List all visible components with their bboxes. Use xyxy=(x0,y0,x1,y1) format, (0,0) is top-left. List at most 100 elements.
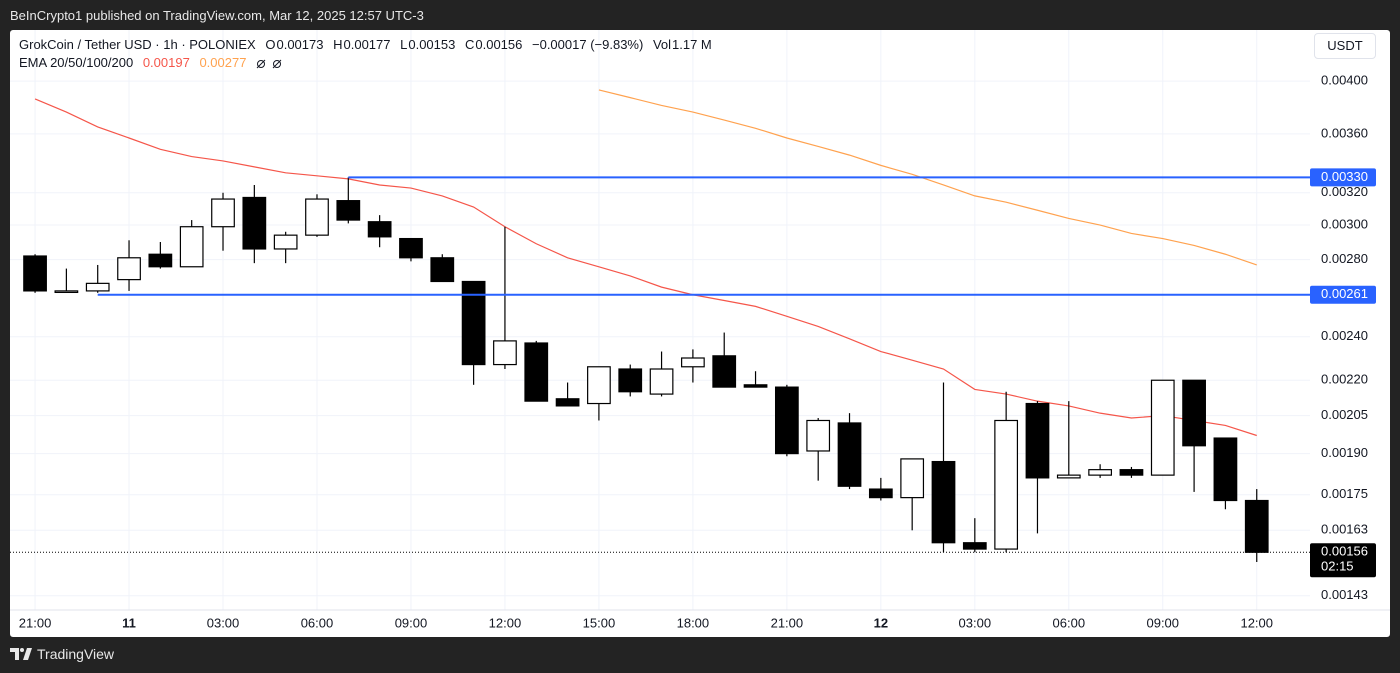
y-tick-label: 0.00400 xyxy=(1321,73,1368,88)
candle-body xyxy=(461,280,486,366)
x-tick-label: 21:00 xyxy=(771,615,804,630)
candle-body xyxy=(493,340,517,366)
y-tick-label: 0.00280 xyxy=(1321,251,1368,266)
y-tick-label: 0.00220 xyxy=(1321,372,1368,387)
candle-body xyxy=(399,237,423,259)
volume-key: Vol xyxy=(652,37,672,52)
candle-body xyxy=(900,458,925,499)
candle-body xyxy=(430,257,455,283)
candle-body xyxy=(273,234,298,250)
axes: 0.00400 0.00360 0.00320 0.00300 0.00280 0.002… xyxy=(19,73,1376,630)
ohlc-key: H xyxy=(333,37,343,52)
candle-body xyxy=(712,355,737,388)
y-tick-label: 0.00175 xyxy=(1321,486,1368,501)
symbol: GrokCoin / Tether USD · 1h · POLONIEX xyxy=(19,37,256,52)
candle-body xyxy=(555,398,580,407)
ema-value: 0.00197 xyxy=(142,55,190,70)
ema-line xyxy=(598,89,1257,266)
candle-body xyxy=(117,257,141,281)
candle-body xyxy=(305,198,329,236)
logo xyxy=(10,648,32,660)
candle-body xyxy=(868,488,893,499)
candle-body xyxy=(1056,474,1081,479)
x-tick-label: 11 xyxy=(122,615,136,630)
candle-body xyxy=(179,226,204,268)
x-tick-label: 18:00 xyxy=(677,615,710,630)
ema-line xyxy=(34,98,1257,437)
candle-body xyxy=(1119,469,1144,476)
candle-body xyxy=(1025,402,1050,479)
y-tick-label: 0.00190 xyxy=(1321,445,1368,460)
y-tick-label: 0.00360 xyxy=(1321,125,1368,140)
candle-body xyxy=(618,368,643,393)
ohlc-key: L xyxy=(400,37,408,52)
chart-panel xyxy=(10,30,1390,637)
candle-body xyxy=(1088,469,1112,476)
ohlc-value: 0.00173 xyxy=(276,37,324,52)
x-tick-label: 12:00 xyxy=(1240,615,1273,630)
candle-body xyxy=(806,419,831,452)
x-tick-label: 21:00 xyxy=(19,615,52,630)
candle-body xyxy=(931,460,956,544)
candle-body xyxy=(336,200,361,221)
plot-area xyxy=(10,89,1310,562)
x-tick-label: 09:00 xyxy=(1146,615,1179,630)
ema-value: 0.00277 xyxy=(199,55,247,70)
currency-button[interactable]: USDT xyxy=(1314,33,1376,59)
candle-body xyxy=(524,342,549,402)
candle-body xyxy=(1182,379,1206,447)
candle-body xyxy=(367,221,392,238)
x-tick-label: 06:00 xyxy=(1053,615,1086,630)
x-tick-label: 15:00 xyxy=(583,615,616,630)
x-tick-label: 09:00 xyxy=(395,615,428,630)
candle-body xyxy=(1244,499,1269,553)
symbol-row: GrokCoin / Tether USD · 1h · POLONIEX O0… xyxy=(19,36,712,54)
last-price-label: 0.00156 xyxy=(1321,544,1368,559)
change: −0.00017 (−9.83%) xyxy=(532,37,644,52)
candle-body xyxy=(54,290,79,294)
y-tick-label: 0.00240 xyxy=(1321,328,1368,343)
candle-body xyxy=(85,282,110,292)
candle-body xyxy=(681,357,705,368)
brand: TradingView xyxy=(37,646,115,662)
y-tick-label: 0.00300 xyxy=(1321,216,1368,231)
candle-body xyxy=(1213,437,1238,502)
x-tick-label: 12:00 xyxy=(489,615,522,630)
y-tick-label: 0.00163 xyxy=(1321,522,1368,537)
ohlc-value: 0.00153 xyxy=(408,37,456,52)
ohlc-key: O xyxy=(265,37,276,52)
candle-body xyxy=(774,386,799,455)
candle-body xyxy=(962,542,987,550)
candle-body xyxy=(837,422,862,487)
candle-body xyxy=(994,419,1019,550)
y-tick-label: 0.00143 xyxy=(1321,587,1368,602)
countdown: 02:15 xyxy=(1321,559,1354,574)
publish-note: BeInCrypto1 published on TradingView.com… xyxy=(10,8,424,23)
x-tick-label: 03:00 xyxy=(959,615,992,630)
x-tick-label: 03:00 xyxy=(207,615,240,630)
indicator: EMA 20/50/100/200 xyxy=(19,55,134,70)
last-price-box xyxy=(1310,543,1376,578)
candle-body xyxy=(743,384,768,388)
candle-body xyxy=(242,196,267,250)
y-tick-label: 0.00205 xyxy=(1321,407,1368,422)
level-label-box xyxy=(1310,168,1376,187)
indicator-row: EMA 20/50/100/200 0.00197 0.00277 xyxy=(19,54,712,72)
y-tick-label: 0.00320 xyxy=(1321,184,1368,199)
candle-body xyxy=(649,368,674,395)
level-label: 0.00261 xyxy=(1321,286,1368,301)
ohlc-key: C xyxy=(464,37,475,52)
ohlc-value: 0.00177 xyxy=(343,37,391,52)
level-label-box xyxy=(1310,285,1376,304)
hidden-icons xyxy=(256,59,282,68)
footer: TradingView xyxy=(10,646,114,662)
volume: 1.17 M xyxy=(672,37,712,52)
candle-body xyxy=(1150,379,1175,476)
x-tick-label: 12 xyxy=(874,615,888,630)
ohlc-value: 0.00156 xyxy=(475,37,523,52)
candle-body xyxy=(148,253,173,268)
candle-body xyxy=(211,198,235,228)
legend: GrokCoin / Tether USD · 1h · POLONIEX O0… xyxy=(19,36,712,72)
